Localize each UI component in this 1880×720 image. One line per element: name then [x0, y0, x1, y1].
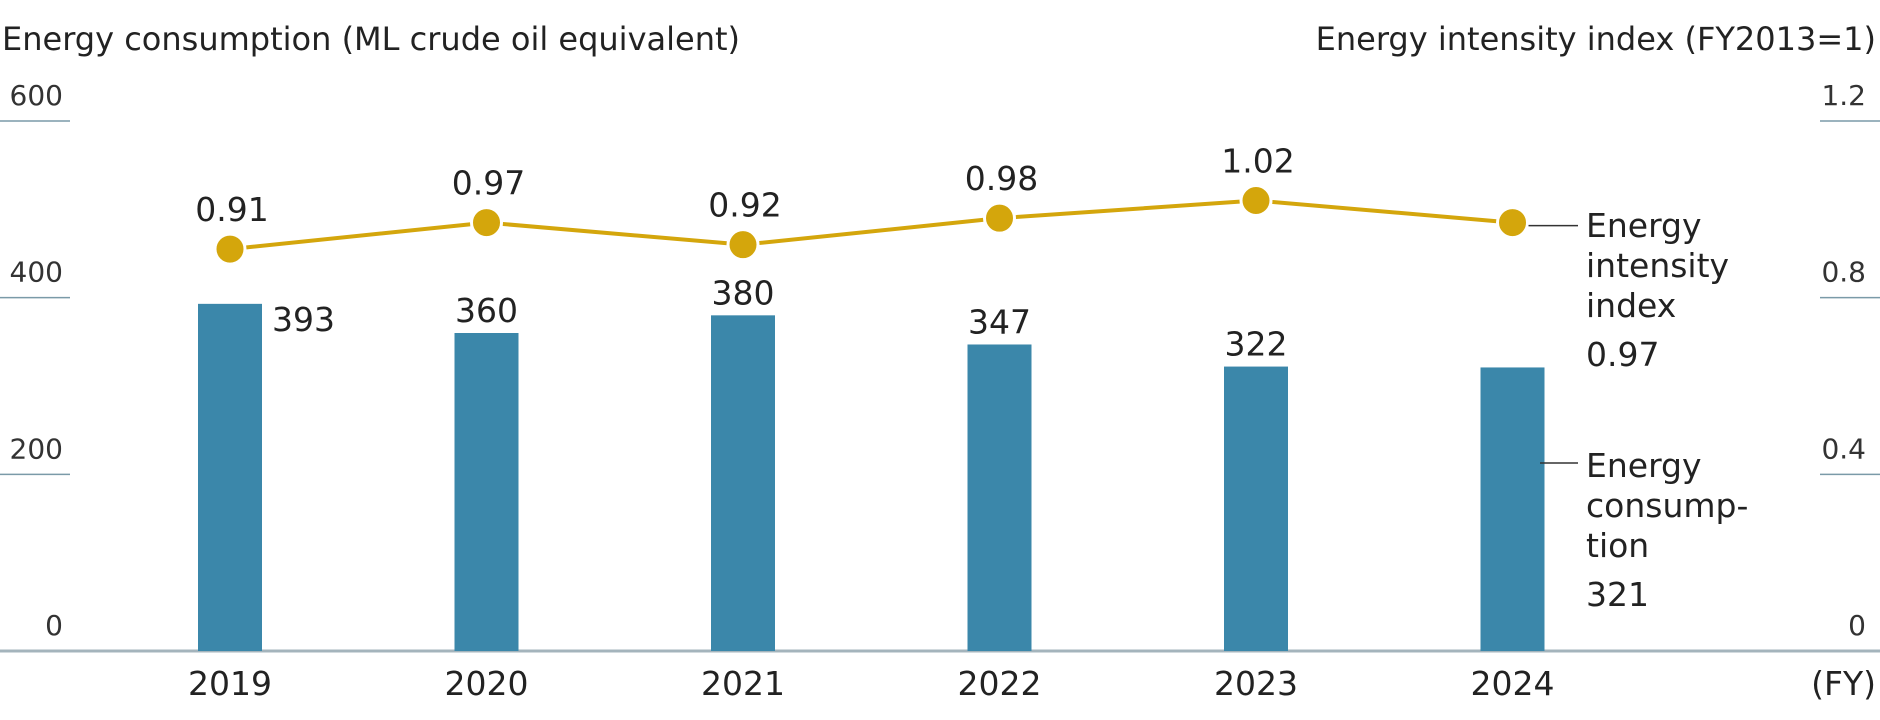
right-axis-title: Energy intensity index (FY2013=1): [1316, 20, 1876, 58]
line-point: [1496, 206, 1529, 240]
legend-bar-name: consump-: [1586, 486, 1748, 525]
bar: [1480, 367, 1545, 651]
line-value-label: 0.91: [195, 190, 268, 229]
line-point: [726, 228, 760, 262]
line-point: [470, 206, 503, 240]
bar-value-label: 360: [455, 291, 518, 330]
legend-bar-value: 321: [1586, 575, 1649, 614]
x-tick-label: 2021: [701, 664, 785, 703]
x-tick-label: 2020: [445, 664, 529, 703]
data-labels: 0.91 0.97 0.92 0.98 1.02 393 360 380 347 322: [195, 142, 1294, 364]
x-tick-label: 2024: [1471, 664, 1555, 703]
intensity-line: [229, 198, 1513, 252]
x-tick-label: 2019: [188, 664, 272, 703]
line-point: [1239, 184, 1273, 217]
line-value-label: 1.02: [1221, 142, 1294, 181]
left-tick-label: 400: [10, 256, 63, 289]
line-value-label: 0.92: [708, 186, 781, 225]
line-point: [983, 201, 1016, 235]
bar-value-label: 322: [1225, 325, 1288, 364]
line-value-label: 0.98: [965, 159, 1038, 198]
axes: 0 200 400 600 0 0.4 0.8 1.2 2019 2020 2021 2022 2023…: [0, 79, 1880, 703]
bar-value-label: 380: [712, 273, 775, 312]
bar-series: [198, 303, 1545, 651]
x-axis-unit: (FY): [1811, 664, 1876, 703]
bar-value-label: 347: [968, 302, 1031, 341]
legend-line-name: index: [1586, 286, 1676, 325]
bar: [711, 315, 775, 651]
left-tick-label: 0: [45, 609, 63, 642]
right-tick-label: 0.8: [1821, 256, 1866, 289]
bar-value-label: 393: [272, 300, 335, 339]
left-tick-label: 600: [10, 79, 63, 112]
legend: Energyintensityindex0.97Energyconsump-ti…: [1528, 206, 1748, 614]
left-axis-title: Energy consumption (ML crude oil equival…: [2, 20, 740, 58]
bar: [1224, 366, 1288, 651]
right-tick-label: 0.4: [1821, 432, 1866, 465]
right-tick-label: 0: [1848, 609, 1866, 642]
line-series: [213, 184, 1529, 266]
legend-bar-name: tion: [1586, 526, 1649, 565]
legend-line-name: intensity: [1586, 246, 1729, 285]
x-tick-label: 2023: [1214, 664, 1298, 703]
right-tick-label: 1.2: [1821, 79, 1866, 112]
bar: [198, 303, 262, 651]
legend-line-value: 0.97: [1586, 335, 1659, 374]
left-tick-label: 200: [10, 432, 63, 465]
bar: [967, 344, 1032, 651]
x-tick-label: 2022: [958, 664, 1042, 703]
line-value-label: 0.97: [452, 164, 525, 203]
bar: [454, 333, 519, 651]
line-point: [213, 232, 247, 266]
legend-line-name: Energy: [1586, 206, 1702, 245]
legend-bar-name: Energy: [1586, 446, 1702, 485]
